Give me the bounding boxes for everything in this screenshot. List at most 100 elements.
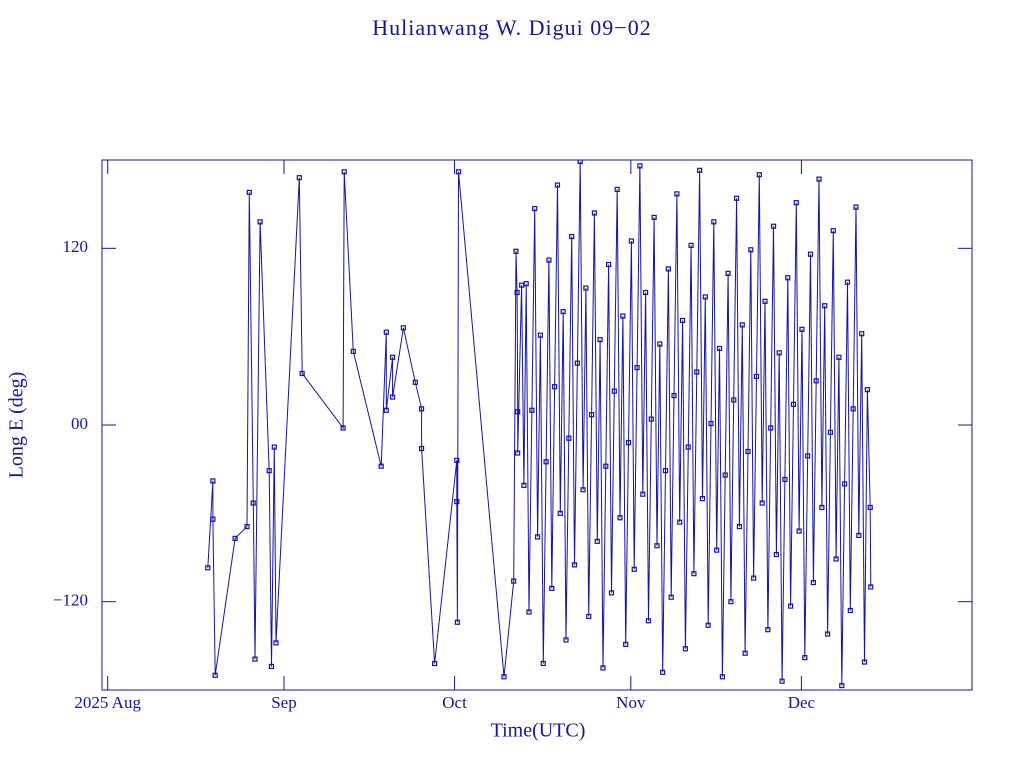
data-point bbox=[620, 313, 626, 319]
data-point bbox=[513, 248, 519, 254]
data-point bbox=[566, 435, 572, 441]
data-point bbox=[617, 515, 623, 521]
data-point bbox=[745, 448, 751, 455]
data-point bbox=[802, 655, 808, 661]
data-point bbox=[210, 516, 216, 522]
data-point bbox=[637, 163, 643, 169]
data-point bbox=[340, 425, 346, 431]
data-point bbox=[793, 200, 799, 206]
data-point bbox=[586, 613, 592, 619]
data-point bbox=[205, 565, 211, 571]
data-point bbox=[600, 665, 606, 671]
data-point bbox=[597, 337, 603, 343]
x-tick-label: Dec bbox=[788, 693, 816, 712]
data-point bbox=[714, 547, 720, 553]
data-point bbox=[526, 609, 532, 615]
data-point bbox=[643, 289, 649, 296]
data-point bbox=[560, 309, 566, 315]
data-point bbox=[645, 618, 652, 624]
data-point bbox=[785, 275, 791, 281]
data-point bbox=[557, 510, 563, 516]
data-point bbox=[688, 242, 694, 248]
data-point bbox=[603, 463, 609, 469]
data-point bbox=[543, 459, 549, 465]
data-point bbox=[212, 672, 218, 678]
data-point bbox=[273, 640, 279, 646]
data-point bbox=[668, 594, 674, 600]
data-point bbox=[830, 228, 836, 234]
data-point bbox=[708, 420, 714, 427]
data-point bbox=[651, 214, 657, 221]
data-point bbox=[796, 528, 802, 534]
data-point bbox=[705, 622, 711, 628]
y-tick-label: 00 bbox=[71, 414, 88, 433]
data-point bbox=[813, 378, 819, 384]
data-point bbox=[768, 425, 774, 431]
data-point bbox=[756, 172, 762, 178]
data-point bbox=[685, 444, 691, 450]
data-point bbox=[662, 468, 669, 474]
data-point bbox=[640, 491, 646, 497]
data-point bbox=[722, 472, 728, 478]
data-point bbox=[867, 504, 873, 511]
data-point bbox=[733, 195, 740, 201]
data-point bbox=[762, 298, 768, 304]
data-point bbox=[455, 169, 462, 175]
data-point bbox=[827, 429, 834, 435]
data-point bbox=[782, 476, 788, 483]
data-point bbox=[751, 575, 757, 581]
data-point bbox=[694, 369, 700, 375]
x-tick-label: 2025 Aug bbox=[74, 693, 141, 712]
data-point bbox=[674, 191, 680, 197]
data-point bbox=[779, 678, 785, 684]
data-point bbox=[657, 341, 663, 347]
data-point bbox=[634, 364, 640, 371]
data-point bbox=[252, 656, 258, 662]
data-point bbox=[511, 578, 517, 584]
data-point bbox=[210, 478, 216, 484]
data-point bbox=[753, 373, 760, 380]
data-point bbox=[250, 500, 256, 506]
data-point bbox=[515, 409, 521, 415]
chart-title: Hulianwang W. Digui 09−02 bbox=[372, 15, 651, 40]
data-point bbox=[611, 388, 617, 394]
data-point bbox=[776, 350, 782, 356]
data-point bbox=[702, 294, 708, 300]
data-point bbox=[299, 370, 305, 377]
data-point bbox=[711, 219, 717, 225]
data-point bbox=[454, 498, 460, 505]
data-point bbox=[631, 566, 637, 572]
data-point bbox=[569, 233, 575, 240]
data-point bbox=[577, 160, 583, 165]
data-point bbox=[788, 603, 794, 609]
data-point bbox=[682, 646, 689, 652]
data-point bbox=[660, 669, 666, 675]
data-point bbox=[628, 238, 634, 244]
data-point bbox=[552, 384, 558, 390]
data-point bbox=[654, 543, 660, 549]
data-point bbox=[859, 331, 865, 337]
data-point bbox=[731, 397, 737, 403]
data-point bbox=[412, 379, 418, 385]
data-point bbox=[350, 348, 356, 354]
data-point bbox=[588, 412, 595, 418]
data-point bbox=[864, 387, 870, 393]
data-point bbox=[833, 556, 839, 562]
data-point bbox=[418, 445, 425, 452]
data-point bbox=[665, 266, 671, 272]
y-tick-label: −120 bbox=[53, 591, 88, 610]
data-point bbox=[257, 219, 263, 225]
data-point bbox=[608, 590, 615, 596]
x-tick-label: Nov bbox=[616, 693, 646, 712]
data-point bbox=[341, 169, 347, 175]
data-point bbox=[819, 504, 825, 511]
x-axis-label: Time(UTC) bbox=[491, 720, 586, 742]
data-point bbox=[725, 270, 731, 276]
data-point bbox=[268, 663, 275, 670]
data-point bbox=[699, 496, 706, 502]
data-point bbox=[844, 279, 851, 285]
y-tick-label: 120 bbox=[63, 237, 89, 256]
data-point bbox=[580, 487, 586, 493]
data-point bbox=[594, 538, 600, 544]
